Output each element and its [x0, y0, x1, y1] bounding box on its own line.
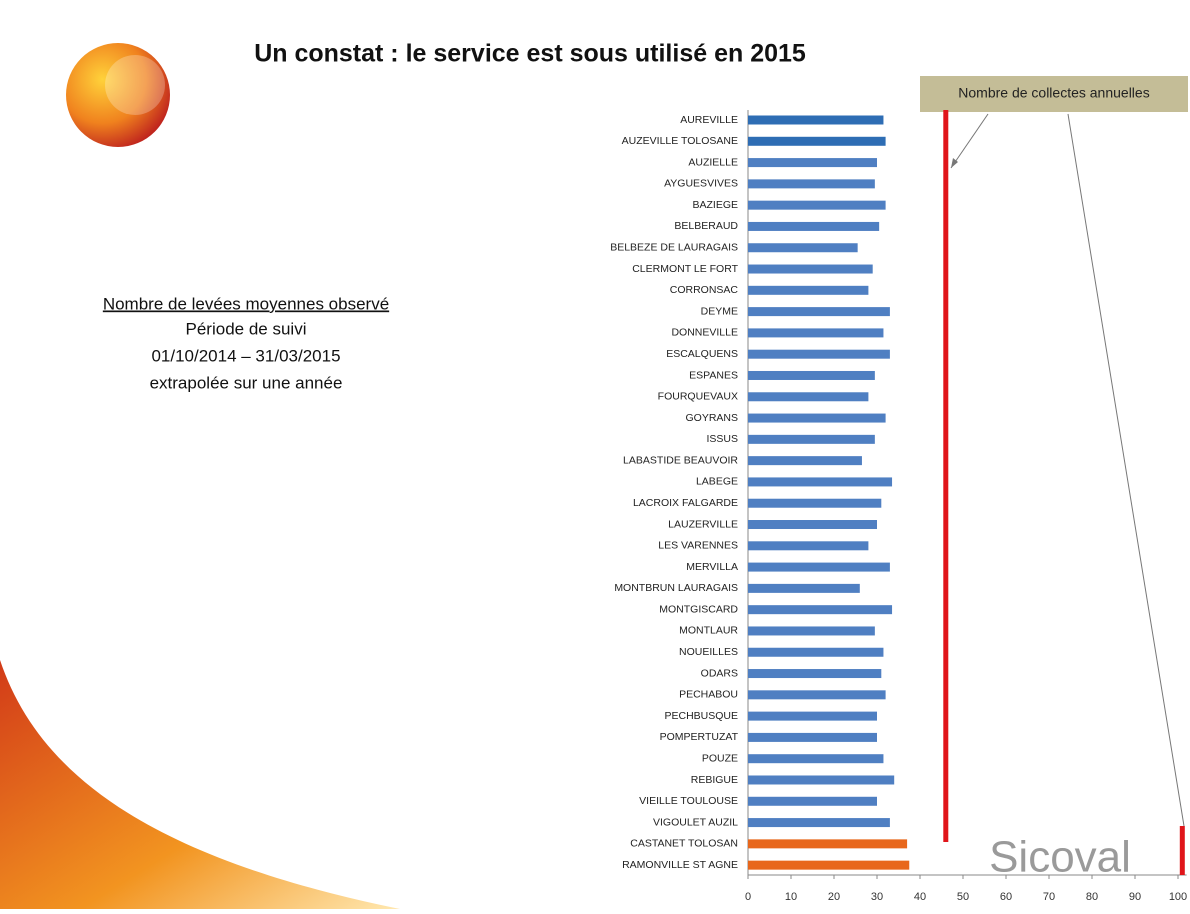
annotation-arrow [1067, 113, 1185, 827]
x-tick-label: 60 [1000, 891, 1012, 903]
x-tick-label: 10 [785, 891, 797, 903]
bar [748, 711, 877, 721]
bar [748, 839, 908, 849]
bar [748, 605, 893, 615]
y-tick-label: AUZEVILLE TOLOSANE [622, 135, 738, 147]
y-tick-label: LES VARENNES [658, 540, 738, 552]
x-tick-label: 100 [1169, 891, 1187, 903]
y-tick-label: CLERMONT LE FORT [632, 263, 738, 275]
y-tick-label: CASTANET TOLOSAN [630, 838, 738, 850]
logo-circle [66, 43, 170, 147]
bar [748, 285, 869, 295]
y-tick-label: BELBERAUD [674, 220, 738, 232]
arrowhead [951, 158, 958, 168]
side-heading: Nombre de levées moyennes observé [103, 294, 389, 313]
y-tick-label: GOYRANS [685, 412, 738, 424]
y-tick-label: REBIGUE [691, 774, 738, 786]
bar [748, 754, 884, 764]
bar [748, 158, 877, 168]
bar [748, 264, 873, 274]
x-tick-label: 0 [745, 891, 751, 903]
y-tick-label: LABEGE [696, 476, 738, 488]
x-tick-label: 90 [1129, 891, 1141, 903]
y-tick-label: MONTBRUN LAURAGAIS [614, 582, 738, 594]
bar [748, 328, 884, 338]
y-tick-label: NOUEILLES [679, 646, 738, 658]
bar [748, 647, 884, 657]
x-tick-label: 20 [828, 891, 840, 903]
bar [748, 775, 895, 785]
y-tick-label: ESPANES [689, 369, 738, 381]
bar [748, 520, 877, 530]
y-tick-label: VIGOULET AUZIL [653, 816, 738, 828]
y-tick-label: POUZE [702, 752, 738, 764]
bar [748, 860, 910, 870]
swoosh [0, 660, 400, 909]
y-tick-label: LACROIX FALGARDE [633, 497, 738, 509]
bar [748, 307, 890, 317]
bar [748, 179, 875, 189]
bar [748, 456, 862, 466]
bar [748, 690, 886, 700]
x-tick-label: 70 [1043, 891, 1055, 903]
y-tick-label: MONTGISCARD [659, 603, 738, 615]
y-tick-label: BAZIEGE [692, 199, 738, 211]
bar [748, 370, 875, 380]
bar [748, 434, 875, 444]
bar [748, 115, 884, 125]
y-tick-label: AUZIELLE [688, 156, 738, 168]
bar [748, 562, 890, 572]
bar [748, 626, 875, 636]
side-line: extrapolée sur une année [150, 373, 343, 392]
y-tick-label: POMPERTUZAT [660, 731, 739, 743]
y-tick-label: BELBEZE DE LAURAGAIS [610, 242, 738, 254]
logo: Sicoval [989, 833, 1131, 882]
side-line: 01/10/2014 – 31/03/2015 [151, 346, 340, 365]
y-tick-label: VIEILLE TOULOUSE [639, 795, 738, 807]
y-tick-label: AYGUESVIVES [664, 178, 738, 190]
bar [748, 200, 886, 210]
y-tick-label: LABASTIDE BEAUVOIR [623, 454, 738, 466]
y-tick-label: PECHABOU [679, 689, 738, 701]
chart: 0 10 20 30 40 50 60 70 80 90 100 AUREVILLE AUZEVILLE… [610, 110, 1187, 903]
x-tick-label: 50 [957, 891, 969, 903]
x-tick-label: 80 [1086, 891, 1098, 903]
y-tick-label: MONTLAUR [679, 625, 738, 637]
x-tick-label: 30 [871, 891, 883, 903]
y-tick-label: ISSUS [706, 433, 738, 445]
bar [748, 221, 880, 231]
y-tick-label: FOURQUEVAUX [658, 391, 738, 403]
y-tick-label: LAUZERVILLE [668, 518, 738, 530]
bar [748, 477, 893, 487]
bar [748, 796, 877, 806]
y-tick-label: PECHBUSQUE [664, 710, 738, 722]
bar [748, 136, 886, 146]
side-line: Période de suivi [186, 319, 307, 338]
annotation-box [920, 76, 1188, 112]
bar [748, 541, 869, 551]
y-tick-label: CORRONSAC [670, 284, 739, 296]
logo-highlight [105, 55, 165, 115]
bar [748, 243, 858, 253]
title: Un constat : le service est sous utilisé… [254, 40, 806, 68]
y-tick-label: MERVILLA [686, 561, 738, 573]
bar [748, 349, 890, 359]
bar [748, 583, 860, 593]
y-tick-label: AUREVILLE [680, 114, 738, 126]
bar [748, 818, 890, 828]
bar [748, 413, 886, 423]
bar [748, 732, 877, 742]
y-tick-label: DEYME [701, 305, 738, 317]
bar [748, 392, 869, 402]
bar [748, 669, 882, 679]
y-tick-label: DONNEVILLE [671, 327, 738, 339]
y-tick-label: ESCALQUENS [666, 348, 738, 360]
x-tick-label: 40 [914, 891, 926, 903]
y-tick-label: RAMONVILLE ST AGNE [622, 859, 738, 871]
annotation-arrow [950, 113, 989, 169]
bar [748, 498, 882, 508]
y-tick-label: ODARS [701, 667, 738, 679]
annotation: Nombre de collectes annuelles [958, 85, 1149, 101]
